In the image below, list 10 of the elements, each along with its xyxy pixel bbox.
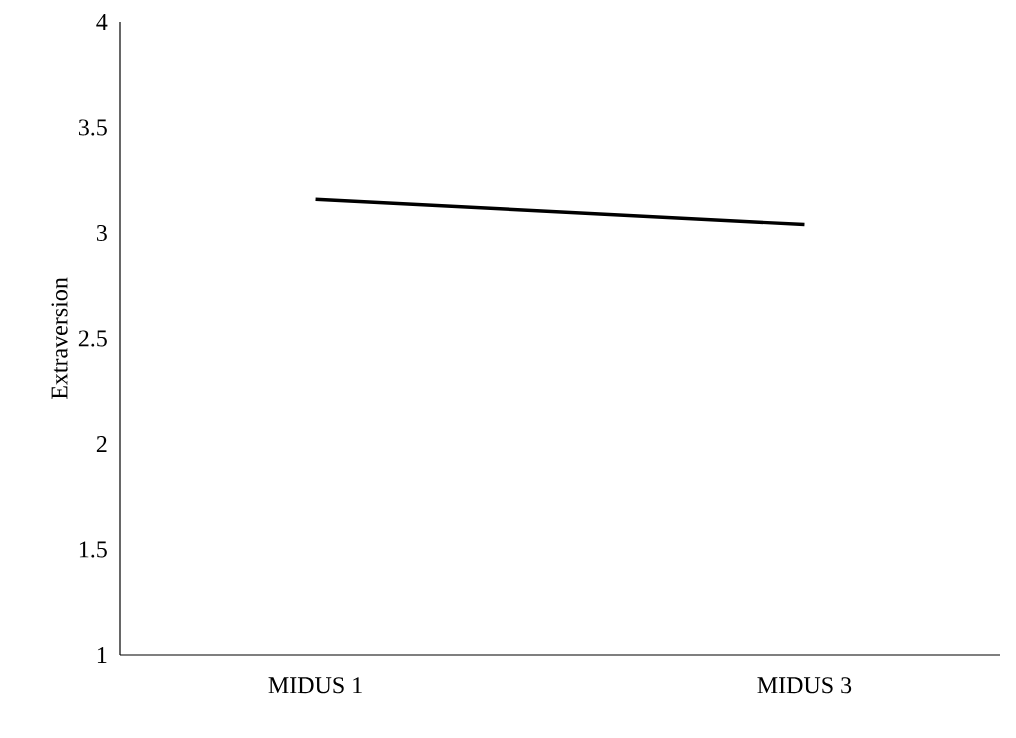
y-tick-label: 1 [97,647,107,663]
x-tick-label: MIDUS 3 [757,677,852,694]
x-tick-label: MIDUS 1 [268,677,362,694]
y-tick-label: 2 [96,436,107,452]
y-tick-label: 3 [96,224,107,242]
y-tick-label: 4 [96,14,108,30]
y-tick-label: 1.5 [79,541,107,558]
y-tick-label: 3.5 [78,119,107,136]
y-tick-label: 2.5 [78,330,107,347]
y-axis-title: Extraversion [51,277,68,400]
